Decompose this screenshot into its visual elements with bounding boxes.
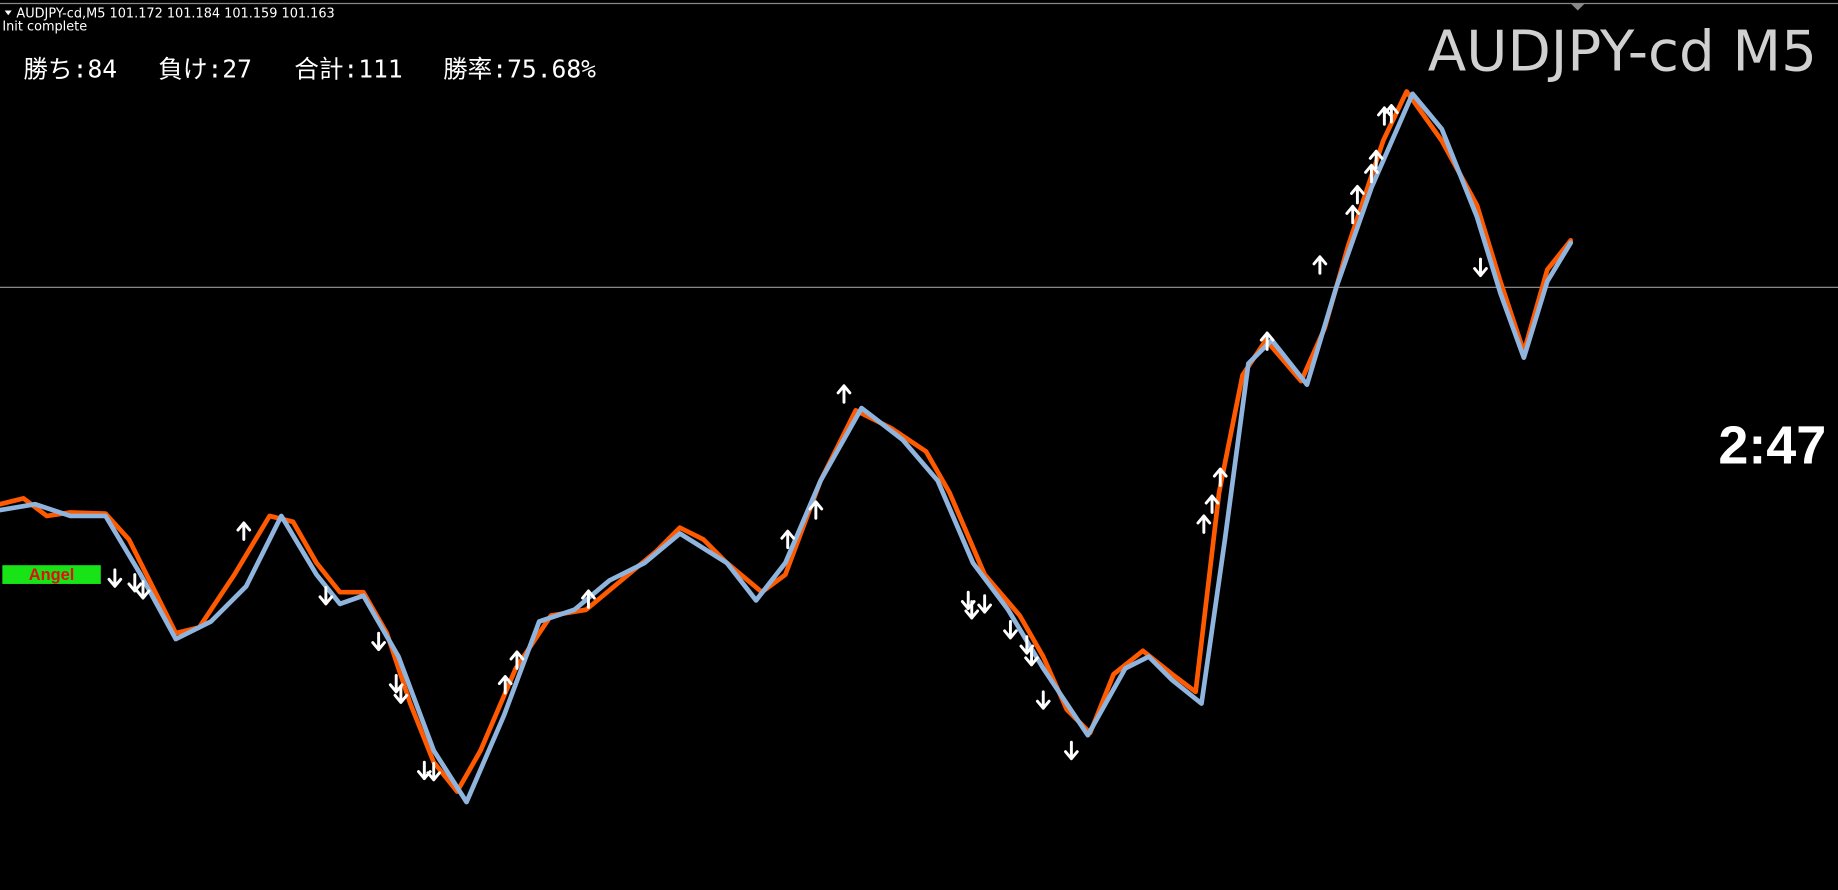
stat-losses: 負け:27 [158, 54, 252, 83]
badge-box [2, 565, 101, 584]
shift-marker [1570, 3, 1585, 11]
collapse-icon [4, 10, 12, 16]
status-text: Init complete [2, 19, 87, 34]
badge-label: Angel [29, 566, 75, 584]
symbol-line: AUDJPY-cd,M5 101.172 101.184 101.159 101… [16, 7, 334, 22]
countdown-timer: 2:47 [1718, 415, 1826, 475]
stat-wins: 勝ち:84 [23, 54, 117, 83]
watermark: AUDJPY-cd M5 [1428, 20, 1817, 85]
stat-winrate: 勝率:75.68% [443, 54, 596, 83]
orange-trend-line [0, 89, 1574, 794]
blue-trend-line [0, 91, 1574, 805]
stat-total: 合計:111 [294, 54, 402, 83]
